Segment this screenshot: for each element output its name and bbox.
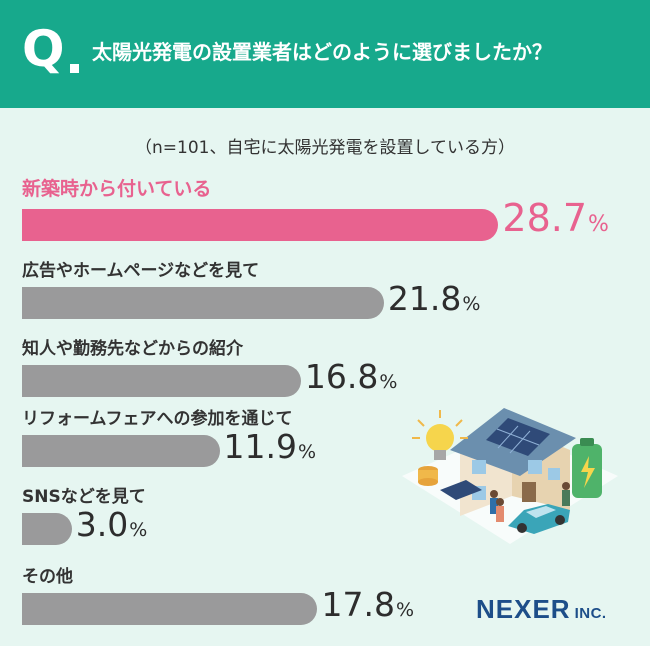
- value-unit: %: [379, 371, 398, 393]
- value-number: 16.8: [304, 357, 379, 396]
- bar: [22, 287, 384, 319]
- value-number: 21.8: [387, 279, 462, 318]
- question-header: Q 太陽光発電の設置業者はどのように選びましたか？: [0, 0, 650, 108]
- q-dot: [70, 64, 79, 73]
- category-label: 知人や勤務先などからの紹介: [22, 339, 243, 359]
- survey-subtitle: （n=101、自宅に太陽光発電を設置している方）: [135, 138, 515, 158]
- value-unit: %: [129, 519, 148, 541]
- value-number: 3.0: [75, 505, 129, 544]
- bar: [22, 593, 318, 625]
- bar: [22, 513, 72, 545]
- value-label: 17.8%: [321, 585, 415, 624]
- value-number: 11.9: [223, 427, 298, 466]
- logo-name: NEXER: [476, 594, 571, 624]
- category-label: リフォームフェアへの参加を通じて: [22, 409, 293, 429]
- bar-row: SNSなどを見て 3.0%: [0, 482, 650, 552]
- value-unit: %: [588, 212, 609, 237]
- logo-suffix: INC.: [574, 605, 607, 622]
- value-unit: %: [462, 293, 481, 315]
- bar: [22, 365, 301, 397]
- bar-row: 知人や勤務先などからの紹介 16.8%: [0, 334, 650, 404]
- nexer-logo: NEXER INC.: [476, 594, 607, 625]
- solar-house-illustration: [402, 408, 618, 544]
- category-label: その他: [22, 567, 73, 587]
- bar: [22, 209, 499, 241]
- bar-row: その他 17.8%: [0, 562, 650, 632]
- value-label: 3.0%: [75, 505, 148, 544]
- question-text: 太陽光発電の設置業者はどのように選びましたか？: [92, 40, 552, 64]
- value-number: 17.8: [321, 585, 395, 624]
- bar: [22, 435, 220, 467]
- value-label: 28.7%: [502, 196, 609, 240]
- bar-row: 広告やホームページなどを見て 21.8%: [0, 256, 650, 326]
- value-label: 11.9%: [223, 427, 317, 466]
- bar-row: 新築時から付いている 28.7%: [0, 178, 650, 248]
- bar-row: リフォームフェアへの参加を通じて 11.9%: [0, 404, 650, 474]
- value-unit: %: [395, 599, 415, 621]
- value-number: 28.7: [502, 196, 588, 240]
- category-label: 広告やホームページなどを見て: [22, 261, 260, 281]
- value-unit: %: [298, 441, 317, 463]
- value-label: 16.8%: [304, 357, 398, 396]
- q-mark: Q: [22, 20, 65, 78]
- value-label: 21.8%: [387, 279, 481, 318]
- category-label: SNSなどを見て: [22, 487, 146, 507]
- category-label: 新築時から付いている: [22, 178, 212, 200]
